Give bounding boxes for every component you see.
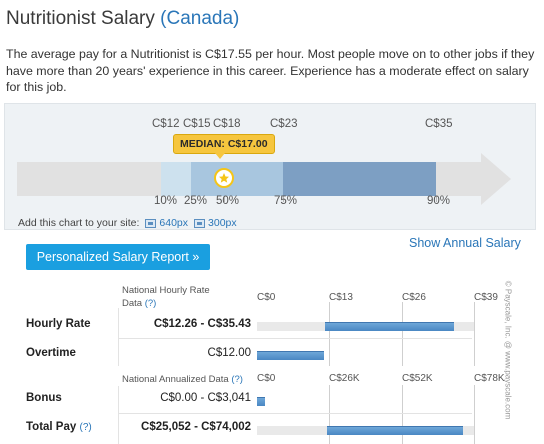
page-title: Nutritionist Salary (Canada)	[6, 8, 239, 30]
annual-header-text: National Annualized Data	[122, 374, 229, 385]
band-p25-p75	[191, 162, 283, 196]
median-caret	[215, 153, 225, 159]
tick-p50	[224, 196, 225, 202]
band-p10-p25	[161, 162, 191, 196]
percentile-90: 90%	[427, 195, 451, 207]
annual-row-divider	[118, 386, 119, 444]
embed-300-label: 300px	[208, 217, 237, 229]
row-value-bonus: C$0.00 - C$3,041	[160, 392, 251, 404]
hourly-header-line1: National Hourly Rate	[122, 285, 210, 296]
tick-p75	[283, 196, 284, 202]
annual-axis-3: C$78K	[474, 373, 505, 384]
hourly-table-header: National Hourly Rate Data (?)	[122, 284, 210, 310]
hourly-gridline-1	[329, 302, 330, 366]
embed-label: Add this chart to your site:	[18, 217, 140, 229]
tick-p10	[161, 196, 162, 202]
tick-label-p50: C$18	[213, 118, 241, 130]
salary-range-chart: C$12 C$15 C$18 C$23 C$35 MEDIAN: C$17.00…	[4, 103, 536, 230]
row-label-bonus: Bonus	[26, 392, 62, 404]
tick-label-p75: C$23	[270, 118, 298, 130]
row-label-hourly-rate: Hourly Rate	[26, 318, 91, 330]
percentile-10: 10%	[154, 195, 178, 207]
tick-p25	[191, 196, 192, 202]
percentile-75: 75%	[274, 195, 298, 207]
annual-gridline-3	[474, 385, 475, 444]
row-value-total-pay: C$25,052 - C$74,002	[141, 421, 251, 433]
total-pay-help-link[interactable]: (?)	[79, 422, 92, 433]
median-marker	[214, 168, 234, 188]
show-annual-salary-link[interactable]: Show Annual Salary	[409, 236, 521, 250]
range-arrow-head	[481, 153, 511, 205]
annual-help-link[interactable]: (?)	[231, 374, 243, 385]
hourly-axis-2: C$26	[402, 292, 426, 303]
star-icon	[219, 173, 229, 183]
tick-label-p90: C$35	[425, 118, 453, 130]
hourly-header-line2: Data	[122, 298, 143, 309]
hourly-gridline-3	[474, 302, 475, 366]
median-badge: MEDIAN: C$17.00	[173, 134, 275, 154]
total-pay-label: Total Pay	[26, 421, 77, 433]
overtime-bar	[257, 351, 324, 360]
row-label-total-pay: Total Pay (?)	[26, 421, 92, 433]
title-text: Nutritionist Salary	[6, 8, 155, 29]
annual-gridline-1	[329, 385, 330, 444]
title-country: (Canada)	[160, 8, 240, 29]
hourly-help-link[interactable]: (?)	[144, 298, 157, 309]
total-pay-bar	[326, 426, 463, 435]
bonus-bar	[257, 397, 266, 406]
hourly-rate-bar	[325, 322, 455, 331]
band-p75-p90	[283, 162, 436, 196]
hourly-gridline-2	[402, 302, 403, 366]
annual-gridline-2	[402, 385, 403, 444]
tick-label-p25: C$15	[183, 118, 211, 130]
tick-label-p10: C$12	[152, 118, 180, 130]
personalized-report-button[interactable]: Personalized Salary Report »	[26, 244, 210, 270]
hourly-axis-0: C$0	[257, 292, 276, 303]
embed-300-link[interactable]: 300px	[194, 217, 237, 229]
row-value-overtime: C$12.00	[207, 347, 251, 359]
tick-p90	[436, 196, 437, 202]
annual-row-sep	[118, 413, 472, 414]
row-label-overtime: Overtime	[26, 347, 76, 359]
image-icon	[194, 218, 206, 228]
percentile-25: 25%	[184, 195, 208, 207]
watermark-text: © Payscale, Inc. @ www.payscale.com	[503, 280, 513, 420]
annual-table-header: National Annualized Data (?)	[122, 373, 243, 386]
payscale-watermark: © Payscale, Inc. @ www.payscale.com	[500, 281, 516, 420]
hourly-axis-3: C$39	[474, 292, 498, 303]
annual-axis-2: C$52K	[402, 373, 433, 384]
row-value-hourly-rate: C$12.26 - C$35.43	[153, 318, 251, 330]
image-icon	[145, 218, 157, 228]
hourly-axis-1: C$13	[329, 292, 353, 303]
embed-640-link[interactable]: 640px	[145, 217, 188, 229]
embed-chart-row: Add this chart to your site: 640px 300px	[18, 217, 237, 229]
annual-axis-0: C$0	[257, 373, 276, 384]
annual-axis-1: C$26K	[329, 373, 360, 384]
embed-640-label: 640px	[159, 217, 189, 229]
hourly-row-divider	[118, 308, 119, 366]
hourly-row-sep	[118, 338, 472, 339]
percentile-50: 50%	[216, 195, 240, 207]
page-description: The average pay for a Nutritionist is C$…	[6, 47, 535, 94]
